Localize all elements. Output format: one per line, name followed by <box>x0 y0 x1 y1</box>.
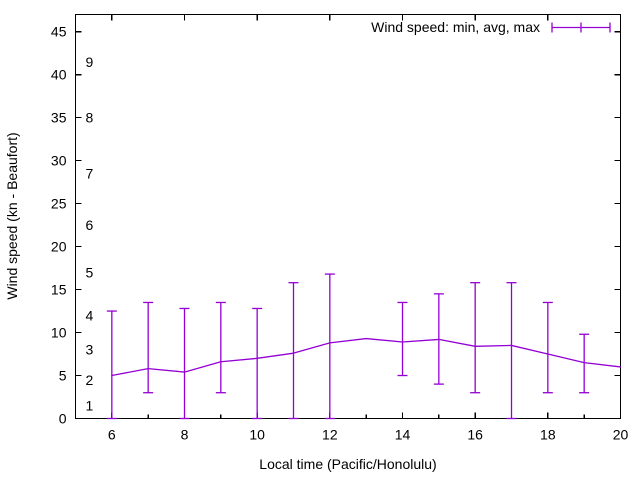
error-bar <box>143 301 154 394</box>
y-axis-tick-label: 15 <box>51 282 67 298</box>
x-axis-tick-label: 12 <box>322 427 338 443</box>
beaufort-scale-label: 3 <box>86 342 94 358</box>
beaufort-scale-label: 6 <box>86 217 94 233</box>
plot-area-border <box>74 13 622 420</box>
error-bar <box>288 282 299 420</box>
legend-entry-label: Wind speed: min, avg, max <box>371 19 540 35</box>
error-bar <box>215 301 226 394</box>
x-axis-tick-label: 6 <box>108 427 116 443</box>
beaufort-scale-label: 5 <box>86 264 94 280</box>
error-bar <box>579 333 590 394</box>
error-bar <box>506 282 517 420</box>
legend-sample-errorbar <box>551 22 611 33</box>
y-axis-tick-label: 40 <box>51 67 67 83</box>
x-axis-tick-label: 16 <box>467 427 483 443</box>
x-axis-tick-label: 10 <box>249 427 265 443</box>
x-axis-tick-label: 18 <box>540 427 556 443</box>
error-bar <box>397 301 408 377</box>
x-axis-title: Local time (Pacific/Honolulu) <box>259 456 436 472</box>
beaufort-scale-label: 9 <box>86 54 94 70</box>
y-axis-tick-label: 0 <box>59 411 67 427</box>
y-axis-tick-label: 30 <box>51 153 67 169</box>
error-bar <box>470 282 481 394</box>
y-axis-title: Wind speed (kn - Beaufort) <box>4 132 20 299</box>
x-axis-tick-label: 20 <box>613 427 629 443</box>
average-line <box>111 337 622 377</box>
y-axis-tick-label: 35 <box>51 110 67 126</box>
y-axis-tick-label: 5 <box>59 368 67 384</box>
y-axis-tick-label: 45 <box>51 24 67 40</box>
y-axis-tick-label: 20 <box>51 239 67 255</box>
error-bar <box>252 307 263 420</box>
beaufort-scale-label: 1 <box>86 398 94 414</box>
beaufort-scale-label: 4 <box>86 307 94 323</box>
error-bar <box>542 301 553 394</box>
chart-legend[interactable]: Wind speed: min, avg, max <box>371 19 611 35</box>
x-axis-tick-label: 14 <box>395 427 411 443</box>
error-bar <box>179 307 190 420</box>
x-axis-tick-label: 8 <box>181 427 189 443</box>
y-axis-tick-label: 25 <box>51 196 67 212</box>
y-axis-tick-label: 10 <box>51 325 67 341</box>
error-bar <box>106 310 117 420</box>
beaufort-scale-label: 7 <box>86 166 94 182</box>
error-bar <box>324 273 335 420</box>
beaufort-scale-label: 2 <box>86 372 94 388</box>
beaufort-scale-label: 8 <box>86 110 94 126</box>
